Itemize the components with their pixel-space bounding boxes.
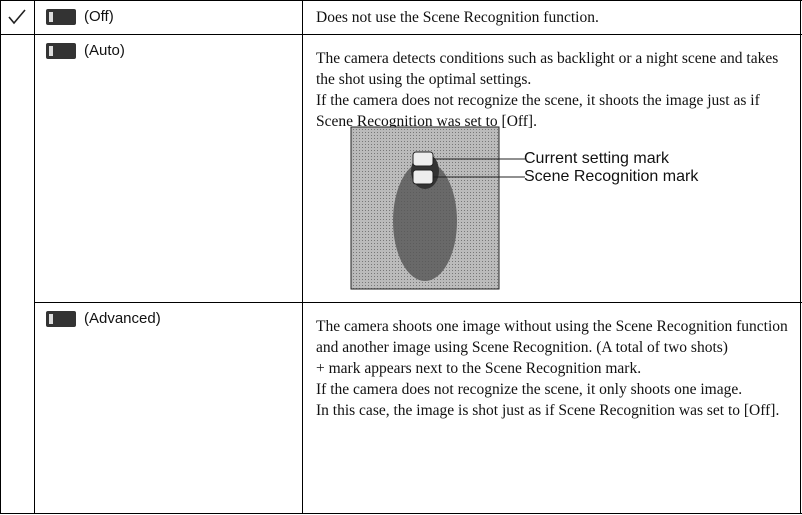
option-label: (Auto) [84,42,125,59]
paragraph: If the camera does not recognize the sce… [316,92,760,130]
paragraph: + mark appears next to the Scene Recogni… [316,360,642,377]
paragraph: Does not use the Scene Recognition funct… [316,9,599,26]
figure-label: Scene Recognition mark [524,168,699,185]
option-label: (Advanced) [84,310,161,327]
rule [0,0,1,514]
rule [0,0,802,1]
rule [0,34,802,35]
paragraph: In this case, the image is shot just as … [316,402,780,419]
paragraph: The camera detects conditions such as ba… [316,50,779,88]
description: Does not use the Scene Recognition funct… [316,7,788,28]
option-label: (Off) [84,8,114,25]
paragraph: The camera shoots one image without usin… [316,318,788,356]
description: The camera detects conditions such as ba… [316,48,788,132]
screen-figure [350,126,525,290]
rule [302,0,303,514]
figure-label: Current setting mark [524,150,669,167]
mode-icon [46,43,76,59]
mode-icon [46,9,76,25]
paragraph: If the camera does not recognize the sce… [316,381,743,398]
description: The camera shoots one image without usin… [316,316,788,421]
rule [34,0,35,514]
rule [0,513,802,514]
check-icon [8,9,26,25]
rule [34,302,802,303]
rule [800,0,801,514]
mode-icon [46,311,76,327]
